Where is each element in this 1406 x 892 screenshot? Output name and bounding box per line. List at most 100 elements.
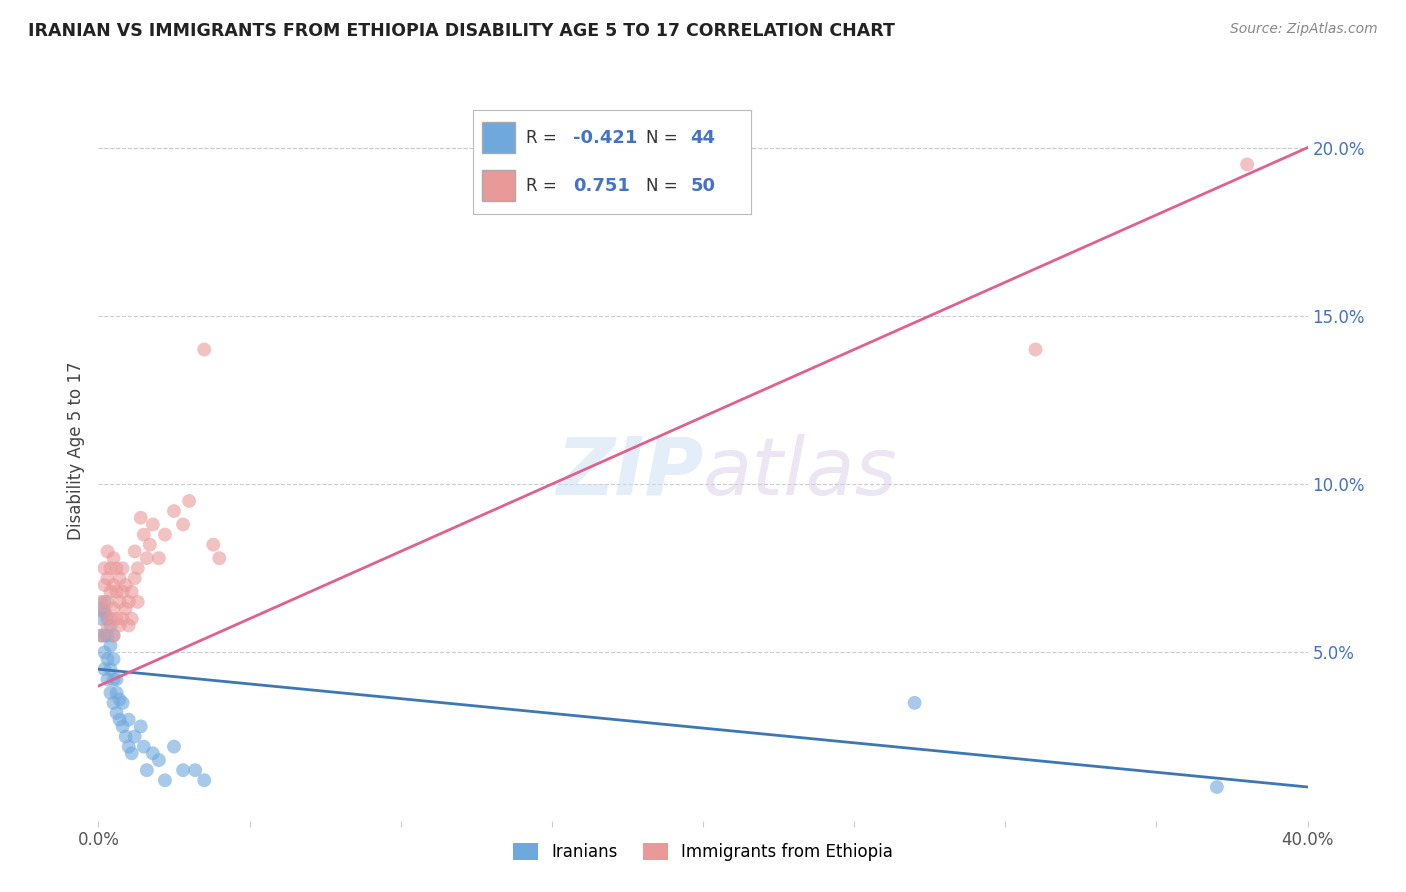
Point: [118, 595, 141, 609]
Text: IRANIAN VS IMMIGRANTS FROM ETHIOPIA DISABILITY AGE 5 TO 17 CORRELATION CHART: IRANIAN VS IMMIGRANTS FROM ETHIOPIA DISA…: [28, 22, 896, 40]
Point: [124, 544, 146, 558]
Point: [93, 561, 115, 575]
Point: [96, 628, 118, 642]
Point: [193, 773, 215, 788]
Point: [114, 578, 136, 592]
Point: [96, 571, 118, 585]
Point: [90, 595, 112, 609]
Point: [153, 773, 176, 788]
Point: [118, 713, 141, 727]
Point: [100, 618, 122, 632]
Point: [103, 696, 125, 710]
Point: [96, 618, 118, 632]
Point: [111, 561, 134, 575]
Text: atlas: atlas: [703, 434, 898, 512]
Point: [118, 739, 141, 754]
Point: [93, 578, 115, 592]
Point: [90, 612, 112, 626]
Point: [103, 628, 125, 642]
Point: [100, 686, 122, 700]
Point: [93, 645, 115, 659]
Point: [132, 739, 155, 754]
Point: [904, 696, 927, 710]
Point: [96, 673, 118, 687]
Point: [105, 686, 128, 700]
Point: [172, 517, 194, 532]
Point: [100, 561, 122, 575]
Text: Source: ZipAtlas.com: Source: ZipAtlas.com: [1230, 22, 1378, 37]
Point: [93, 628, 115, 642]
Point: [121, 612, 143, 626]
Point: [127, 561, 149, 575]
Legend: Iranians, Immigrants from Ethiopia: Iranians, Immigrants from Ethiopia: [506, 837, 900, 868]
Point: [103, 673, 125, 687]
Point: [103, 628, 125, 642]
Point: [111, 696, 134, 710]
Point: [105, 612, 128, 626]
Point: [148, 753, 170, 767]
Point: [105, 584, 128, 599]
Point: [100, 639, 122, 653]
Point: [103, 652, 125, 666]
Point: [129, 719, 152, 733]
Point: [96, 652, 118, 666]
Point: [90, 628, 112, 642]
Point: [163, 504, 186, 518]
Y-axis label: Disability Age 5 to 17: Disability Age 5 to 17: [66, 361, 84, 540]
Point: [111, 719, 134, 733]
Point: [127, 595, 149, 609]
Point: [96, 612, 118, 626]
Point: [193, 343, 215, 357]
Point: [135, 763, 157, 777]
Point: [132, 527, 155, 541]
Point: [108, 713, 131, 727]
Point: [121, 747, 143, 761]
Point: [142, 747, 165, 761]
Point: [96, 544, 118, 558]
Point: [124, 730, 146, 744]
Point: [103, 601, 125, 615]
Point: [184, 763, 207, 777]
Point: [105, 561, 128, 575]
Point: [90, 628, 112, 642]
Point: [90, 601, 112, 615]
Point: [100, 584, 122, 599]
Point: [121, 584, 143, 599]
Point: [105, 673, 128, 687]
Point: [118, 618, 141, 632]
Point: [108, 571, 131, 585]
Point: [142, 517, 165, 532]
Point: [135, 551, 157, 566]
Point: [93, 662, 115, 676]
Text: ZIP: ZIP: [555, 434, 703, 512]
Point: [172, 763, 194, 777]
Point: [163, 739, 186, 754]
Point: [202, 538, 225, 552]
Point: [208, 551, 231, 566]
Point: [103, 551, 125, 566]
Point: [179, 494, 201, 508]
Point: [100, 662, 122, 676]
Point: [93, 605, 115, 619]
Point: [111, 584, 134, 599]
Point: [148, 551, 170, 566]
Point: [108, 595, 131, 609]
Point: [96, 595, 118, 609]
Point: [1236, 157, 1258, 171]
Point: [108, 692, 131, 706]
Point: [153, 527, 176, 541]
Point: [129, 510, 152, 524]
Point: [105, 706, 128, 720]
Point: [1024, 343, 1046, 357]
Point: [93, 605, 115, 619]
Point: [114, 730, 136, 744]
Point: [111, 612, 134, 626]
Point: [114, 601, 136, 615]
Point: [93, 595, 115, 609]
Point: [1206, 780, 1229, 794]
Point: [103, 578, 125, 592]
Point: [108, 618, 131, 632]
Point: [124, 571, 146, 585]
Point: [100, 612, 122, 626]
Point: [139, 538, 162, 552]
